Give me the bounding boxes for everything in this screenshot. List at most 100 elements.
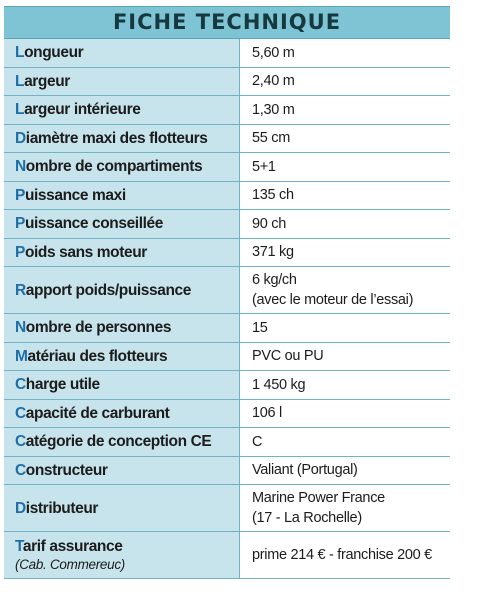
spec-label-text: harge utile [25, 376, 100, 394]
spec-label-text: arif assurance [22, 538, 123, 555]
spec-row: Poids sans moteur 371 kg [4, 238, 450, 267]
technical-sheet: FICHE TECHNIQUE Longueur 5,60 m Largeur 2,4… [4, 6, 450, 579]
spec-label: Largeur intérieure [4, 95, 240, 125]
spec-label: Tarif assurance (Cab. Commereuc) [4, 531, 240, 579]
spec-label-line: Longueur [15, 43, 239, 62]
spec-label-text: uissance maxi [24, 186, 126, 204]
spec-label: Distributeur [4, 484, 240, 532]
spec-row: Largeur intérieure 1,30 m [4, 95, 450, 125]
spec-label: Largeur [4, 67, 240, 96]
spec-label: Longueur [4, 39, 240, 68]
spec-label: Puissance maxi [4, 181, 240, 210]
spec-value-line: 1,30 m [252, 101, 295, 118]
spec-label: Nombre de compartiments [4, 152, 240, 182]
spec-label: Nombre de personnes [4, 313, 240, 343]
spec-value: Marine Power France (17 - La Rochelle) [239, 484, 450, 532]
spec-row: Largeur 2,40 m [4, 67, 450, 96]
spec-table-body: Longueur 5,60 m Largeur 2,40 m Largeur intér… [4, 39, 450, 579]
spec-label-line: Poids sans moteur [15, 243, 239, 262]
sheet-title: FICHE TECHNIQUE [4, 6, 450, 39]
spec-value: 371 kg [239, 238, 450, 267]
spec-label-initial: P [15, 186, 25, 204]
spec-label-text: ombre de personnes [25, 319, 172, 337]
spec-value: prime 214 € - franchise 200 € [239, 531, 450, 579]
spec-label-line: Matériau des flotteurs [15, 347, 239, 366]
spec-label-line: Nombre de compartiments [15, 157, 239, 176]
spec-label-text: ombre de compartiments [25, 158, 203, 176]
spec-label-text: atériau des flotteurs [27, 347, 168, 365]
spec-label-line: Rapport poids/puissance [15, 281, 239, 300]
spec-label-initial: M [15, 347, 28, 365]
spec-value-line: (17 - La Rochelle) [252, 510, 362, 526]
spec-row: Puissance conseillée 90 ch [4, 209, 450, 239]
spec-label-line: Charge utile [15, 375, 239, 394]
spec-row: Longueur 5,60 m [4, 39, 450, 68]
spec-value: 135 ch [239, 181, 450, 210]
spec-row: Nombre de compartiments 5+1 [4, 152, 450, 182]
spec-row: Diamètre maxi des flotteurs 55 cm [4, 124, 450, 153]
spec-label: Catégorie de conception CE [4, 427, 240, 457]
spec-value-line: 55 cm [252, 130, 290, 147]
spec-label-line: Puissance maxi [15, 186, 239, 205]
spec-value-line: 135 ch [252, 187, 294, 204]
spec-value: 106 l [239, 399, 450, 428]
spec-label-initial: L [15, 72, 25, 90]
spec-label-text: iamètre maxi des flotteurs [25, 129, 208, 147]
spec-label-text: apacité de carburant [25, 404, 170, 422]
spec-row: Nombre de personnes 15 [4, 313, 450, 343]
spec-row: Capacité de carburant 106 l [4, 399, 450, 428]
spec-table: Longueur 5,60 m Largeur 2,40 m Largeur intér… [4, 39, 450, 579]
spec-label-initial: T [15, 538, 23, 555]
spec-row: Matériau des flotteurs PVC ou PU [4, 342, 450, 371]
spec-value: 15 [239, 313, 450, 343]
spec-label-text: argeur intérieure [24, 101, 141, 119]
spec-value-line: 15 [252, 319, 268, 336]
spec-label-initial: P [15, 215, 25, 233]
spec-label-line: Largeur [15, 72, 239, 91]
spec-value-line: Valiant (Portugal) [252, 462, 358, 479]
spec-value: 2,40 m [239, 67, 450, 96]
spec-label-initial: D [15, 129, 26, 147]
spec-label: Constructeur [4, 456, 240, 485]
spec-value-line: 1 450 kg [252, 376, 306, 393]
spec-row: Puissance maxi 135 ch [4, 181, 450, 210]
spec-label: Puissance conseillée [4, 209, 240, 239]
spec-label-line: Tarif assurance [15, 537, 239, 556]
spec-value-line: Marine Power France [252, 490, 385, 506]
spec-value-line: 371 kg [252, 244, 294, 261]
spec-value: PVC ou PU [239, 342, 450, 371]
spec-value-line: (avec le moteur de l’essai) [252, 292, 414, 308]
spec-value: Valiant (Portugal) [239, 456, 450, 485]
spec-label: Matériau des flotteurs [4, 342, 240, 371]
spec-value-line: PVC ou PU [252, 348, 324, 365]
spec-label-initial: C [15, 404, 26, 422]
spec-label-text: argeur [24, 72, 70, 90]
spec-row: Tarif assurance (Cab. Commereuc) prime 214… [4, 531, 450, 579]
spec-value-line: 5,60 m [252, 44, 295, 61]
spec-value-line: 106 l [252, 405, 282, 422]
spec-label-initial: C [15, 433, 26, 451]
spec-label-line: Constructeur [15, 461, 239, 480]
spec-label-initial: D [15, 499, 26, 517]
spec-label: Capacité de carburant [4, 399, 240, 428]
spec-value-line: 2,40 m [252, 73, 295, 90]
spec-label-initial: C [15, 461, 26, 479]
spec-label-text: onstructeur [25, 461, 108, 479]
spec-value-line: 90 ch [252, 215, 286, 232]
spec-label-line: Capacité de carburant [15, 404, 239, 423]
spec-label-text: apport poids/puissance [25, 281, 192, 299]
spec-label-line: Distributeur [15, 499, 239, 518]
spec-value: 55 cm [239, 124, 450, 153]
spec-row: Rapport poids/puissance 6 kg/ch (avec le m… [4, 266, 450, 314]
spec-label-initial: L [15, 101, 25, 119]
spec-label-initial: C [15, 376, 26, 394]
spec-label: Charge utile [4, 370, 240, 400]
spec-label-note: (Cab. Commereuc) [15, 557, 125, 572]
spec-label-initial: N [15, 319, 26, 337]
spec-label-text: oids sans moteur [24, 243, 147, 261]
spec-value: 90 ch [239, 209, 450, 239]
spec-label-text: atégorie de conception CE [25, 433, 212, 451]
spec-label-line: Nombre de personnes [15, 318, 239, 337]
spec-label: Rapport poids/puissance [4, 266, 240, 314]
spec-value: 5,60 m [239, 39, 450, 68]
